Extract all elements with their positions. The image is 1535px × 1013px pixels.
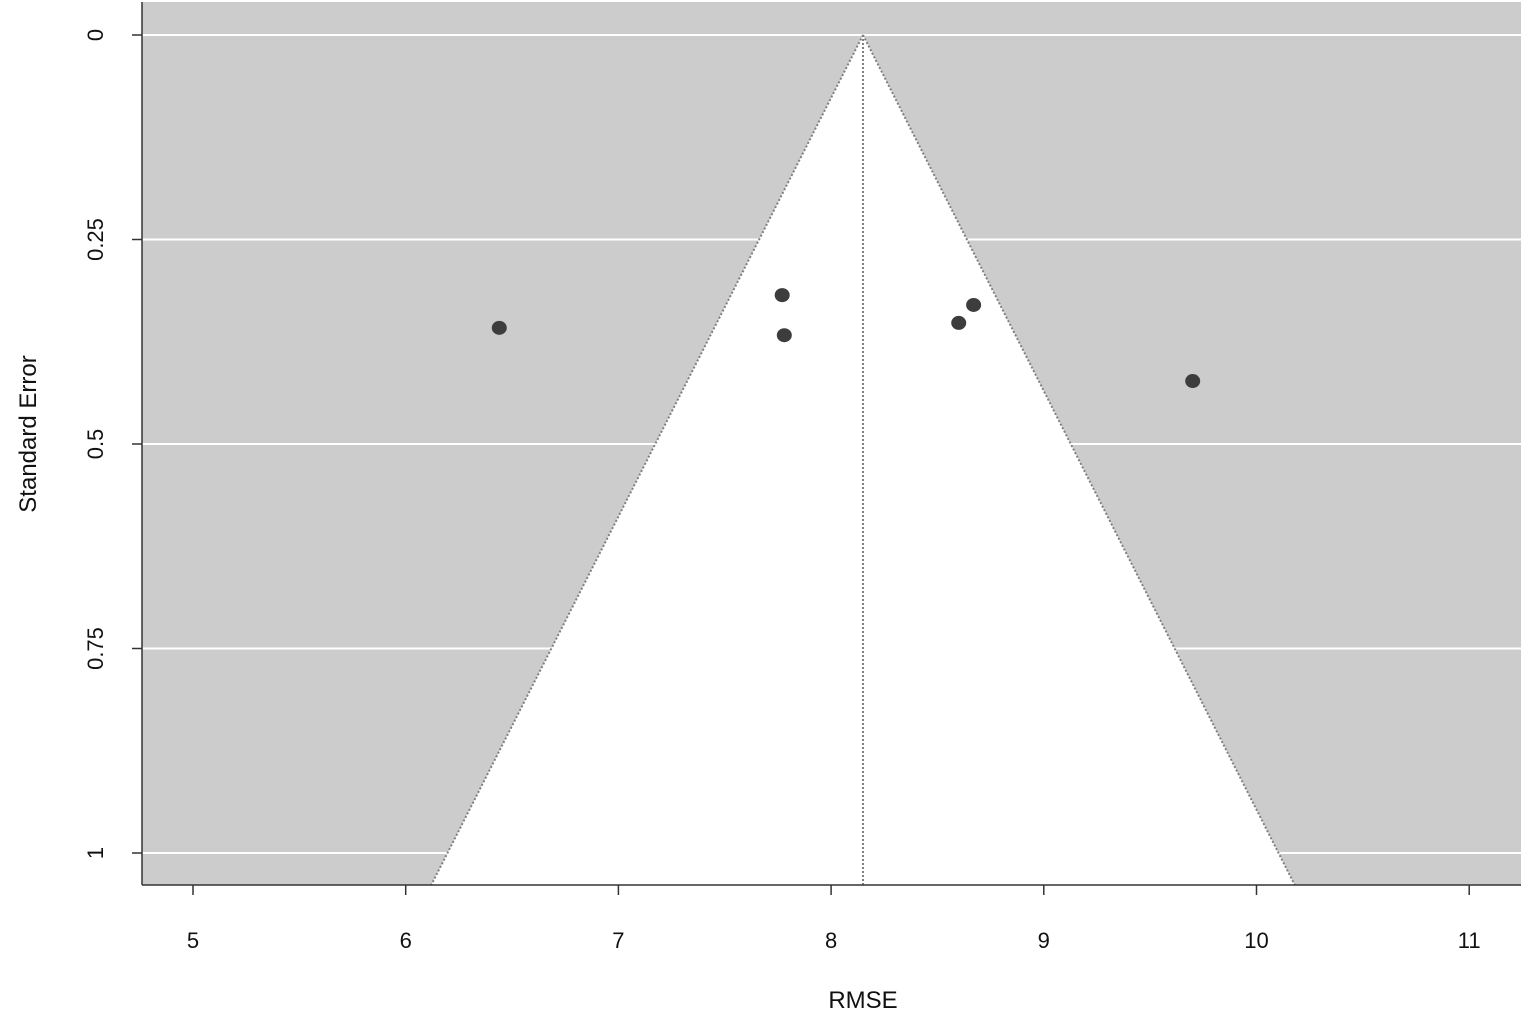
funnel-edges xyxy=(430,34,1296,886)
y-tick-label-0: 0 xyxy=(83,29,108,41)
x-tick-label-6: 11 xyxy=(1458,928,1481,953)
data-point-3 xyxy=(951,315,967,330)
x-tick-label-5: 10 xyxy=(1244,928,1268,953)
x-axis-title: RMSE xyxy=(828,987,897,1013)
x-tick-label-3: 8 xyxy=(825,928,837,953)
x-tick-label-2: 7 xyxy=(612,928,624,953)
y-axis-title: Standard Error xyxy=(15,355,42,512)
y-tick-label-4: 1 xyxy=(83,847,108,859)
data-point-0 xyxy=(491,320,507,335)
funnel-edge-right xyxy=(862,34,1296,886)
data-point-5 xyxy=(1185,374,1201,389)
y-tick-label-3: 0.75 xyxy=(83,627,108,670)
funnel-edge-left xyxy=(430,34,864,886)
data-point-2 xyxy=(776,328,792,343)
data-points xyxy=(491,288,1201,389)
y-axis-ticks: 0 0.25 0.5 0.75 1 xyxy=(83,29,142,859)
x-tick-label-4: 9 xyxy=(1038,928,1050,953)
y-tick-label-2: 0.5 xyxy=(83,429,108,460)
data-point-1 xyxy=(774,288,790,303)
x-axis-ticks: 5 6 7 8 9 10 11 xyxy=(187,885,1481,953)
y-tick-label-1: 0.25 xyxy=(83,218,108,261)
x-tick-label-1: 6 xyxy=(400,928,412,953)
x-tick-label-0: 5 xyxy=(187,928,199,953)
data-point-4 xyxy=(966,297,982,312)
